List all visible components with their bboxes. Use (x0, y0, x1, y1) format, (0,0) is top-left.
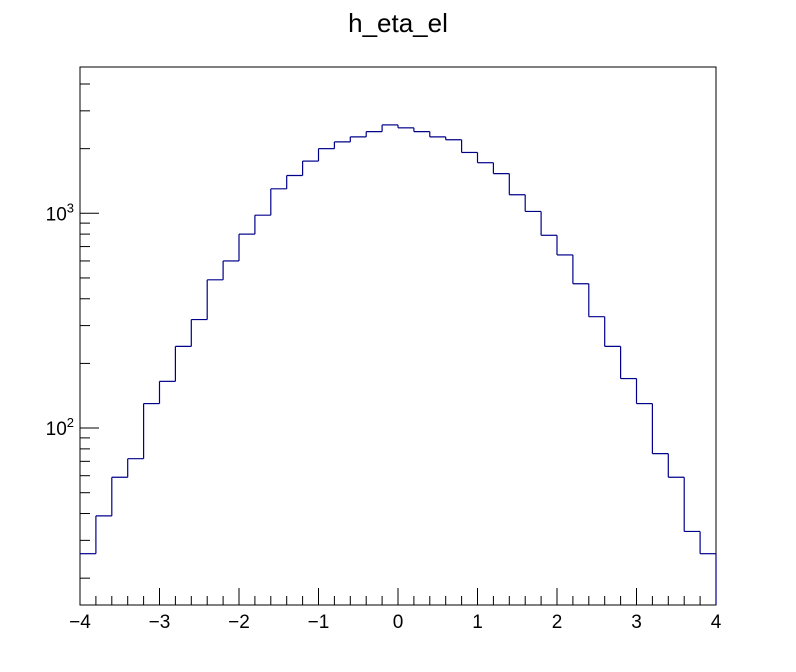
x-tick-label: −4 (69, 612, 91, 633)
plot-frame (79, 66, 717, 606)
x-tick-label: −2 (228, 612, 250, 633)
x-tick-label: −1 (308, 612, 330, 633)
x-tick-label: 0 (393, 612, 404, 633)
axes: −4 −3 −2 −1 0 1 2 3 4 102 103 (46, 83, 722, 633)
x-tick-label: −3 (149, 612, 171, 633)
y-tick-label: 102 (46, 415, 74, 440)
y-tick-label: 103 (46, 200, 74, 225)
histogram-bins (80, 124, 717, 605)
x-tick-label: 3 (631, 612, 642, 633)
x-tick-label: 1 (472, 612, 483, 633)
chart-title: h_eta_el (348, 8, 448, 38)
x-tick-label: 2 (552, 612, 563, 633)
x-tick-label: 4 (711, 612, 722, 633)
